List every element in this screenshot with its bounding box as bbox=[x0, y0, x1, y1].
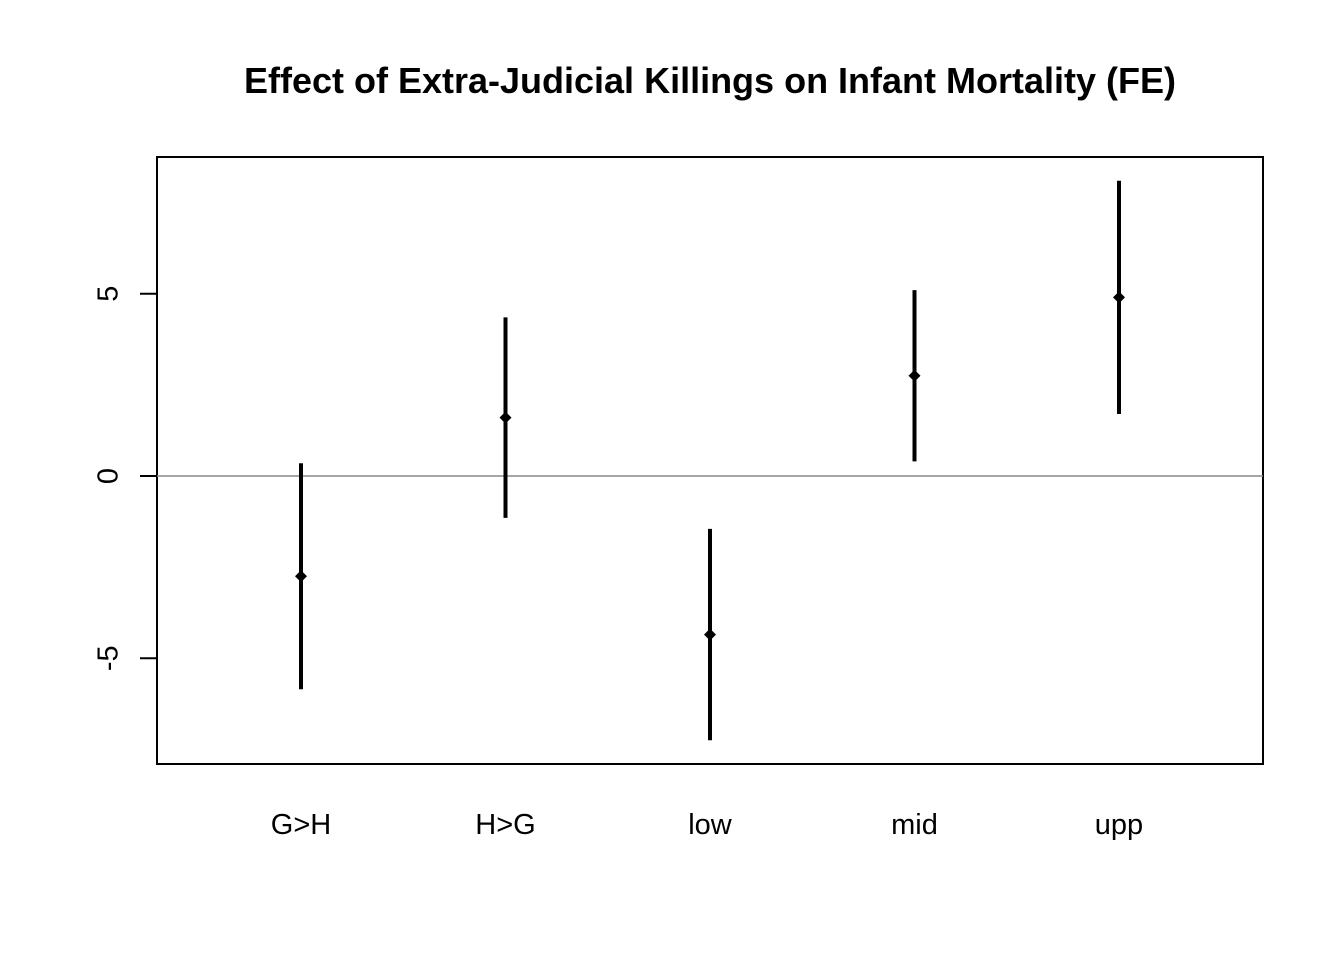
y-tick-label: -5 bbox=[93, 645, 125, 671]
y-tick-label: 5 bbox=[93, 286, 125, 302]
data-marks bbox=[295, 180, 1125, 741]
point-estimate bbox=[908, 369, 921, 382]
point-estimate bbox=[704, 628, 716, 641]
y-tick-label: 0 bbox=[93, 468, 125, 484]
plot-frame bbox=[156, 156, 1264, 765]
y-axis: -5 0 5 bbox=[93, 286, 157, 671]
point-estimate bbox=[499, 411, 512, 424]
point-estimate bbox=[1113, 291, 1125, 304]
plot-frame-group bbox=[156, 156, 1264, 765]
x-category-label: H>G bbox=[475, 809, 535, 841]
x-category-label: mid bbox=[891, 809, 938, 841]
x-category-label: G>H bbox=[271, 809, 331, 841]
x-category-label: upp bbox=[1095, 809, 1143, 841]
x-axis: G>H H>G low mid upp bbox=[271, 809, 1143, 841]
chart-title: Effect of Extra-Judicial Killings on Inf… bbox=[244, 60, 1176, 101]
x-category-label: low bbox=[688, 809, 733, 841]
point-estimate bbox=[295, 570, 307, 583]
